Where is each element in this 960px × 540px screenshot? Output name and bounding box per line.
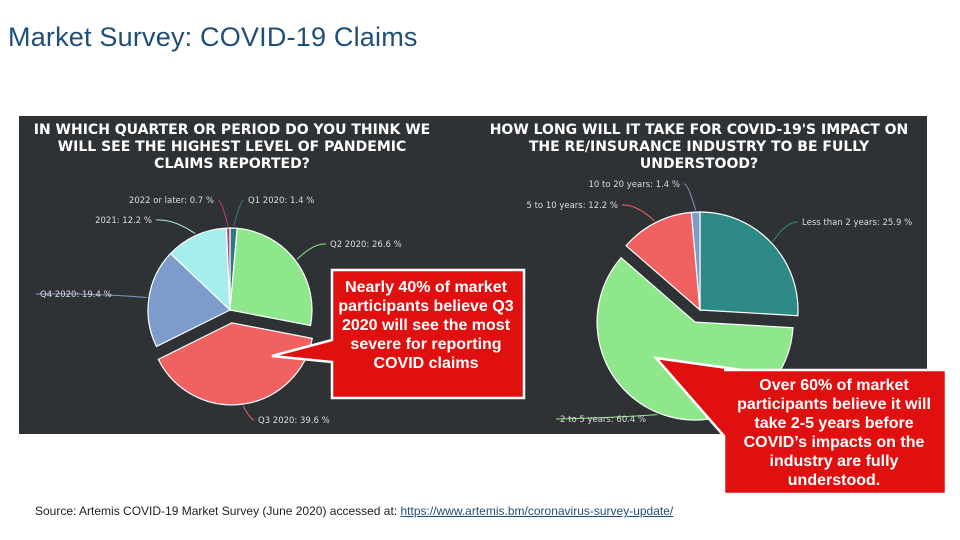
slide-title: Market Survey: COVID-19 Claims [8,22,418,52]
slice-label: Q2 2020: 26.6 % [330,240,402,250]
callouts-layer [271,268,948,496]
pie-chart-claims-quarter: Q1 2020: 1.4 % Q2 2020: 26.6 % Q3 2020: 39… [35,196,402,426]
pie-slice-q4-2020-19-4 [147,252,232,348]
slice-label: 2021: 12.2 % [95,216,152,226]
callout-left-box [271,268,526,400]
slice-label: Less than 2 years: 25.9 % [802,218,912,228]
slice-label: Q1 2020: 1.4 % [248,196,314,206]
slice-label: 5 to 10 years: 12.2 % [526,201,618,211]
slice-label: Q3 2020: 39.6 % [258,416,330,426]
pie-slice-q2-2020-26-6 [229,227,313,327]
leader-line [217,199,229,227]
chart1-title: IN WHICH QUARTER OR PERIOD DO YOU THINK … [33,122,431,172]
pie-slice-10-to-20-years-1-4 [690,211,701,311]
pie-slice-q3-2020-39-6 [157,322,313,406]
callout-right-box [652,356,948,496]
pie-slice-2021-12-2 [169,227,231,312]
leader-line [621,204,655,222]
source-link[interactable]: https://www.artemis.bm/coronavirus-surve… [400,504,674,518]
slice-label: 10 to 20 years: 1.4 % [588,180,680,190]
source-text: Source: Artemis COVID-19 Market Survey (… [35,504,401,518]
chart2-title: HOW LONG WILL IT TAKE FOR COVID-19'S IMP… [489,122,909,172]
pie-slice-5-to-10-years-12-2 [625,211,701,312]
leader-line [683,183,697,211]
leader-line [772,221,799,242]
leader-line [35,293,147,298]
source-note: Source: Artemis COVID-19 Market Survey (… [35,504,673,518]
callout-left-text: Nearly 40% of market participants believ… [338,279,514,372]
leader-line [555,414,658,420]
slice-label: Q4 2020: 19.4 % [40,290,112,300]
pie-slice-less-than-2-years-25-9 [699,211,799,317]
leader-line [242,405,255,421]
callout-right-text: Over 60% of market participants believe … [737,377,931,489]
leader-line [155,219,196,234]
slice-label: 2022 or later: 0.7 % [129,196,214,206]
slice-label: 2 to 5 years: 60.4 % [560,415,646,425]
leader-line [233,199,245,227]
pie-slice-2022-or-later-0-7 [225,227,231,311]
leader-line [296,243,327,260]
